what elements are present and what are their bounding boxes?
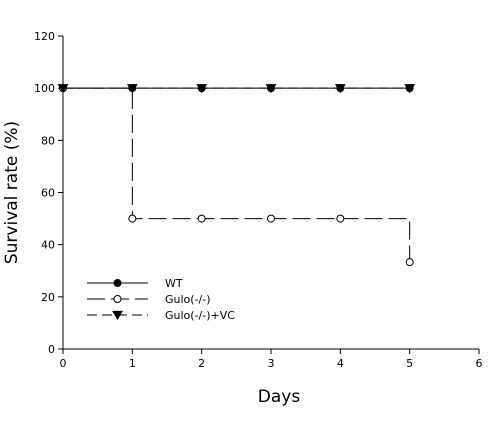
x-axis-title: Days	[258, 387, 301, 407]
series-lines	[63, 87, 411, 263]
x-tick-label: 2	[198, 357, 205, 370]
y-tick-label: 20	[41, 291, 55, 304]
y-tick-label: 40	[41, 239, 55, 252]
data-point	[197, 214, 206, 223]
y-tick-label: 80	[41, 134, 55, 147]
series-line-1	[63, 87, 411, 263]
data-point	[334, 84, 346, 94]
y-tick-label: 0	[48, 343, 55, 356]
data-point	[57, 84, 69, 94]
data-point	[265, 84, 277, 94]
data-point	[405, 258, 414, 267]
data-point	[128, 214, 137, 223]
y-tick-label: 120	[34, 30, 55, 43]
legend-label: WT	[165, 277, 183, 290]
legend: WT Gulo(-/-) Gulo(-/-)+VC	[87, 277, 235, 322]
legend-label: Gulo(-/-)+VC	[165, 309, 235, 322]
data-point	[336, 214, 345, 223]
series-markers	[57, 84, 416, 267]
data-point	[404, 84, 416, 94]
data-point	[196, 84, 208, 94]
x-tick-label: 3	[268, 357, 275, 370]
legend-marker	[113, 295, 122, 303]
legend-marker	[113, 279, 122, 287]
y-tick-label: 60	[41, 187, 55, 200]
data-point	[126, 84, 138, 94]
data-point	[267, 214, 275, 223]
y-axis-title: Survival rate (%)	[2, 121, 22, 264]
legend-marker	[112, 310, 123, 321]
y-tick-label: 100	[34, 82, 55, 95]
legend-label: Gulo(-/-)	[165, 293, 211, 306]
x-tick-label: 0	[60, 357, 67, 370]
x-tick-label: 4	[337, 357, 344, 370]
x-tick-label: 6	[476, 357, 483, 370]
x-tick-label: 5	[406, 357, 413, 370]
x-tick-label: 1	[129, 357, 136, 370]
